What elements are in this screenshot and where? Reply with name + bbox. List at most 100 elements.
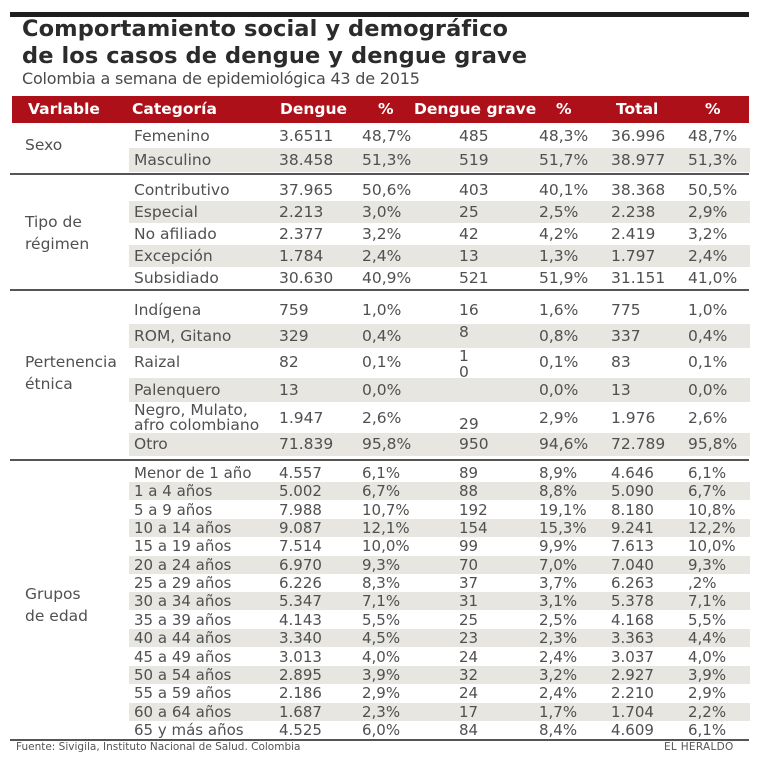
cell-dengue-pct: 8,3% (362, 574, 401, 592)
cell-dengue: 1.784 (279, 247, 324, 265)
group-label: Sexo (25, 134, 62, 156)
cell-grave-pct: 0,0% (539, 381, 579, 399)
table-row: 5 a 9 años 7.988 10,7% 192 19,1% 8.180 10,8% (129, 501, 750, 519)
cell-dengue-pct: 95,8% (362, 435, 412, 453)
cell-total-pct: 5,5% (688, 611, 727, 629)
group-separator (10, 739, 749, 741)
cell-total-pct: 9,3% (688, 556, 727, 574)
cell-total-pct: 12,2% (688, 519, 736, 537)
cell-total: 3.363 (611, 629, 654, 647)
cell-dengue: 2.895 (279, 666, 322, 684)
cell-dengue-pct: 51,3% (362, 151, 412, 169)
cell-dengue: 37.965 (279, 181, 334, 199)
table-row: 15 a 19 años 7.514 10,0% 99 9,9% 7.613 10,0% (129, 537, 750, 555)
group-label-line: Sexo (25, 136, 63, 154)
cell-total-pct: 1,0% (688, 301, 728, 319)
cell-categoria: Menor de 1 año (134, 464, 252, 482)
cell-total: 38.368 (611, 181, 666, 199)
cell-categoria: Especial (134, 203, 198, 221)
table-row: Indígena 759 1,0% 16 1,6% 775 1,0% (129, 298, 750, 322)
cell-dengue: 6.226 (279, 574, 322, 592)
cell-dengue-pct: 9,3% (362, 556, 401, 574)
table-row: Menor de 1 año 4.557 6,1% 89 8,9% 4.646 6,1% (129, 464, 750, 482)
cell-categoria: Raizal (134, 353, 181, 371)
group-separator (10, 173, 749, 175)
cell-total: 2.927 (611, 666, 654, 684)
cell-total: 36.996 (611, 127, 666, 145)
cell-grave: 403 (459, 181, 489, 199)
table-row: Otro 71.839 95,8% 950 94,6% 72.789 95,8% (129, 433, 750, 456)
cell-dengue: 5.347 (279, 592, 322, 610)
cell-total: 4.646 (611, 464, 654, 482)
table-row: 45 a 49 años 3.013 4,0% 24 2,4% 3.037 4,0% (129, 648, 750, 666)
cell-total: 72.789 (611, 435, 666, 453)
cell-categoria: Indígena (134, 301, 202, 319)
cell-grave: 1 (459, 347, 469, 365)
cell-dengue-pct: 5,5% (362, 611, 401, 629)
cell-total: 13 (611, 381, 631, 399)
table-row: 30 a 34 años 5.347 7,1% 31 3,1% 5.378 7,1% (129, 592, 750, 611)
table-row: 55 a 59 años 2.186 2,9% 24 2,4% 2.210 2,9% (129, 684, 750, 702)
column-header-categoria: Categoría (132, 100, 217, 118)
group-label-line: Grupos (25, 585, 81, 603)
category-line: afro colombiano (134, 416, 260, 434)
cell-dengue-pct: 6,0% (362, 721, 401, 739)
column-header-variable: Varlable (28, 100, 100, 118)
cell-grave: 23 (459, 629, 479, 647)
cell-categoria: Otro (134, 435, 168, 453)
cell-total-pct: 7,1% (688, 592, 727, 610)
cell-grave-pct: 2,4% (539, 648, 578, 666)
cell-dengue: 9.087 (279, 519, 322, 537)
cell-grave-pct: 2,5% (539, 611, 578, 629)
cell-categoria: 25 a 29 años (134, 574, 232, 592)
cell-grave: 25 (459, 611, 479, 629)
cell-total: 4.609 (611, 721, 654, 739)
table-row: Masculino 38.458 51,3% 519 51,7% 38.977 51,3% (129, 148, 750, 172)
table-row: Negro, Mulato, afro colombiano 1.947 2,6% 29… (129, 402, 750, 434)
table-row: 1 a 4 años 5.002 6,7% 88 8,8% 5.090 6,7% (129, 482, 750, 501)
cell-grave-pct: 2,3% (539, 629, 578, 647)
cell-total-pct: 48,7% (688, 127, 738, 145)
cell-grave-pct: 2,5% (539, 203, 579, 221)
cell-categoria: 5 a 9 años (134, 501, 213, 519)
cell-dengue: 2.213 (279, 203, 324, 221)
table-row: 25 a 29 años 6.226 8,3% 37 3,7% 6.263 ,2% (129, 574, 750, 592)
cell-total-pct: 6,7% (688, 482, 727, 500)
cell-total: 5.090 (611, 482, 654, 500)
cell-total: 775 (611, 301, 641, 319)
table-row: Contributivo 37.965 50,6% 403 40,1% 38.368 50,… (129, 179, 750, 201)
cell-total-pct: 51,3% (688, 151, 738, 169)
cell-categoria: Palenquero (134, 381, 221, 399)
cell-dengue-pct: 0,1% (362, 353, 402, 371)
cell-grave: 37 (459, 574, 479, 592)
cell-grave: 25 (459, 203, 479, 221)
cell-dengue-pct: 2,9% (362, 684, 401, 702)
publisher-brand: EL HERALDO (664, 741, 734, 753)
cell-dengue: 1.687 (279, 703, 322, 721)
cell-dengue: 71.839 (279, 435, 334, 453)
cell-dengue: 2.377 (279, 225, 324, 243)
page-title: Comportamiento social y demográfico de l… (22, 16, 527, 70)
cell-dengue-pct: 12,1% (362, 519, 410, 537)
cell-total: 2.210 (611, 684, 654, 702)
cell-categoria: 1 a 4 años (134, 482, 213, 500)
cell-dengue: 38.458 (279, 151, 334, 169)
cell-categoria: 45 a 49 años (134, 648, 232, 666)
group-label-line: de edad (25, 607, 89, 625)
cell-total-pct: 95,8% (688, 435, 738, 453)
table-header: Varlable Categoría Dengue % Dengue grave… (12, 96, 749, 123)
table-row: ROM, Gitano 329 0,4% 8 0,8% 337 0,4% (129, 324, 750, 348)
cell-grave: 485 (459, 127, 489, 145)
cell-categoria: 65 y más años (134, 721, 244, 739)
cell-total: 4.168 (611, 611, 654, 629)
cell-categoria: 60 a 64 años (134, 703, 232, 721)
cell-grave-pct: 0,8% (539, 327, 579, 345)
cell-grave: 24 (459, 648, 479, 666)
cell-dengue: 3.6511 (279, 127, 334, 145)
table-row: 35 a 39 años 4.143 5,5% 25 2,5% 4.168 5,5% (129, 611, 750, 629)
cell-grave: 89 (459, 464, 479, 482)
cell-grave-pct: 51,7% (539, 151, 589, 169)
cell-categoria: ROM, Gitano (134, 327, 232, 345)
cell-total-pct: 0,4% (688, 327, 728, 345)
group-label-line: étnica (25, 375, 73, 393)
